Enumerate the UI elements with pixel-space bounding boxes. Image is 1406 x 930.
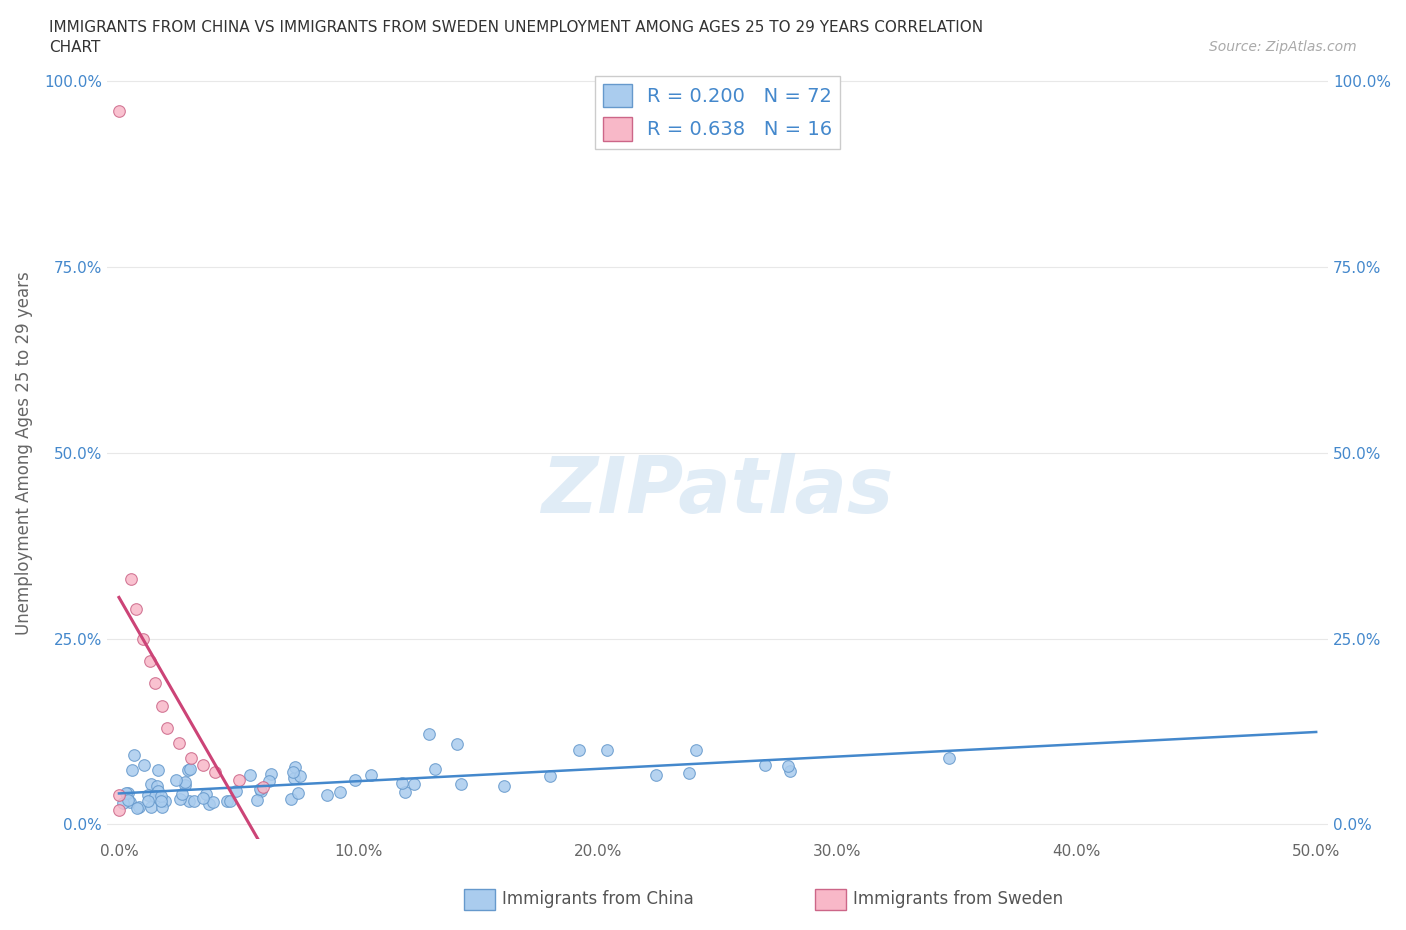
Y-axis label: Unemployment Among Ages 25 to 29 years: Unemployment Among Ages 25 to 29 years <box>15 271 32 634</box>
Point <box>198 797 221 812</box>
Point <box>596 743 619 758</box>
Text: IMMIGRANTS FROM CHINA VS IMMIGRANTS FROM SWEDEN UNEMPLOYMENT AMONG AGES 25 TO 29: IMMIGRANTS FROM CHINA VS IMMIGRANTS FROM… <box>49 20 983 35</box>
Point <box>225 784 247 799</box>
Point <box>139 654 162 669</box>
Point <box>141 777 163 791</box>
Text: Immigrants from China: Immigrants from China <box>502 890 693 909</box>
Point <box>776 759 799 774</box>
Point <box>177 763 200 777</box>
Text: CHART: CHART <box>49 40 101 55</box>
Point <box>754 757 776 772</box>
Point <box>329 784 352 799</box>
Point <box>193 791 215 806</box>
Point <box>121 763 143 777</box>
Point <box>394 784 416 799</box>
Point <box>146 783 169 798</box>
Point <box>146 763 169 777</box>
Legend: R = 0.200   N = 72, R = 0.638   N = 16: R = 0.200 N = 72, R = 0.638 N = 16 <box>595 76 841 149</box>
Point <box>202 795 225 810</box>
Text: Source: ZipAtlas.com: Source: ZipAtlas.com <box>1209 40 1357 54</box>
Point <box>343 773 366 788</box>
Point <box>283 771 305 786</box>
Point <box>136 787 159 802</box>
Point <box>183 794 205 809</box>
Point <box>249 781 271 796</box>
Point <box>287 786 309 801</box>
Point <box>180 751 202 765</box>
Point <box>283 764 305 779</box>
Point <box>257 774 280 789</box>
Point <box>195 786 218 801</box>
Point <box>117 785 139 800</box>
Text: ZIPatlas: ZIPatlas <box>541 454 894 529</box>
Point <box>150 698 173 713</box>
Point <box>111 795 134 810</box>
Point <box>143 789 166 804</box>
Point <box>204 765 226 780</box>
Point <box>252 780 274 795</box>
Point <box>167 736 190 751</box>
Point <box>239 768 262 783</box>
Point <box>165 772 187 787</box>
Point <box>174 775 197 790</box>
Point <box>446 737 468 751</box>
Point <box>290 768 312 783</box>
Point <box>259 766 281 781</box>
Text: Immigrants from Sweden: Immigrants from Sweden <box>853 890 1063 909</box>
Point <box>425 762 447 777</box>
Point <box>938 751 960 766</box>
Point <box>191 758 214 773</box>
Point <box>246 792 269 807</box>
Point <box>228 773 250 788</box>
Point <box>284 760 307 775</box>
Point <box>141 799 163 814</box>
Point <box>360 768 382 783</box>
Point <box>153 793 176 808</box>
Point <box>219 793 242 808</box>
Point <box>568 743 591 758</box>
Point <box>136 793 159 808</box>
Point <box>132 757 155 772</box>
Point <box>146 778 169 793</box>
Point <box>108 803 131 817</box>
Point <box>316 787 339 802</box>
Point <box>149 788 172 803</box>
Point <box>179 762 201 777</box>
Point <box>120 572 142 587</box>
Point <box>122 748 145 763</box>
Point <box>402 777 425 791</box>
Point <box>250 784 273 799</box>
Point <box>217 794 239 809</box>
Point <box>150 800 173 815</box>
Point <box>173 778 195 793</box>
Point <box>779 764 801 778</box>
Point <box>156 721 179 736</box>
Point <box>125 602 148 617</box>
Point <box>280 792 302 807</box>
Point <box>645 768 668 783</box>
Point <box>391 775 413 790</box>
Point <box>125 801 148 816</box>
Point <box>418 726 440 741</box>
Point <box>108 103 131 118</box>
Point <box>678 765 700 780</box>
Point <box>117 793 139 808</box>
Point <box>169 792 191 807</box>
Point <box>114 785 136 800</box>
Point <box>120 794 142 809</box>
Point <box>150 794 173 809</box>
Point <box>132 631 155 646</box>
Point <box>172 787 194 802</box>
Point <box>538 769 561 784</box>
Point <box>685 742 707 757</box>
Point <box>143 676 166 691</box>
Point <box>177 794 200 809</box>
Point <box>108 788 131 803</box>
Point <box>128 800 150 815</box>
Point <box>450 777 472 791</box>
Point <box>494 778 516 793</box>
